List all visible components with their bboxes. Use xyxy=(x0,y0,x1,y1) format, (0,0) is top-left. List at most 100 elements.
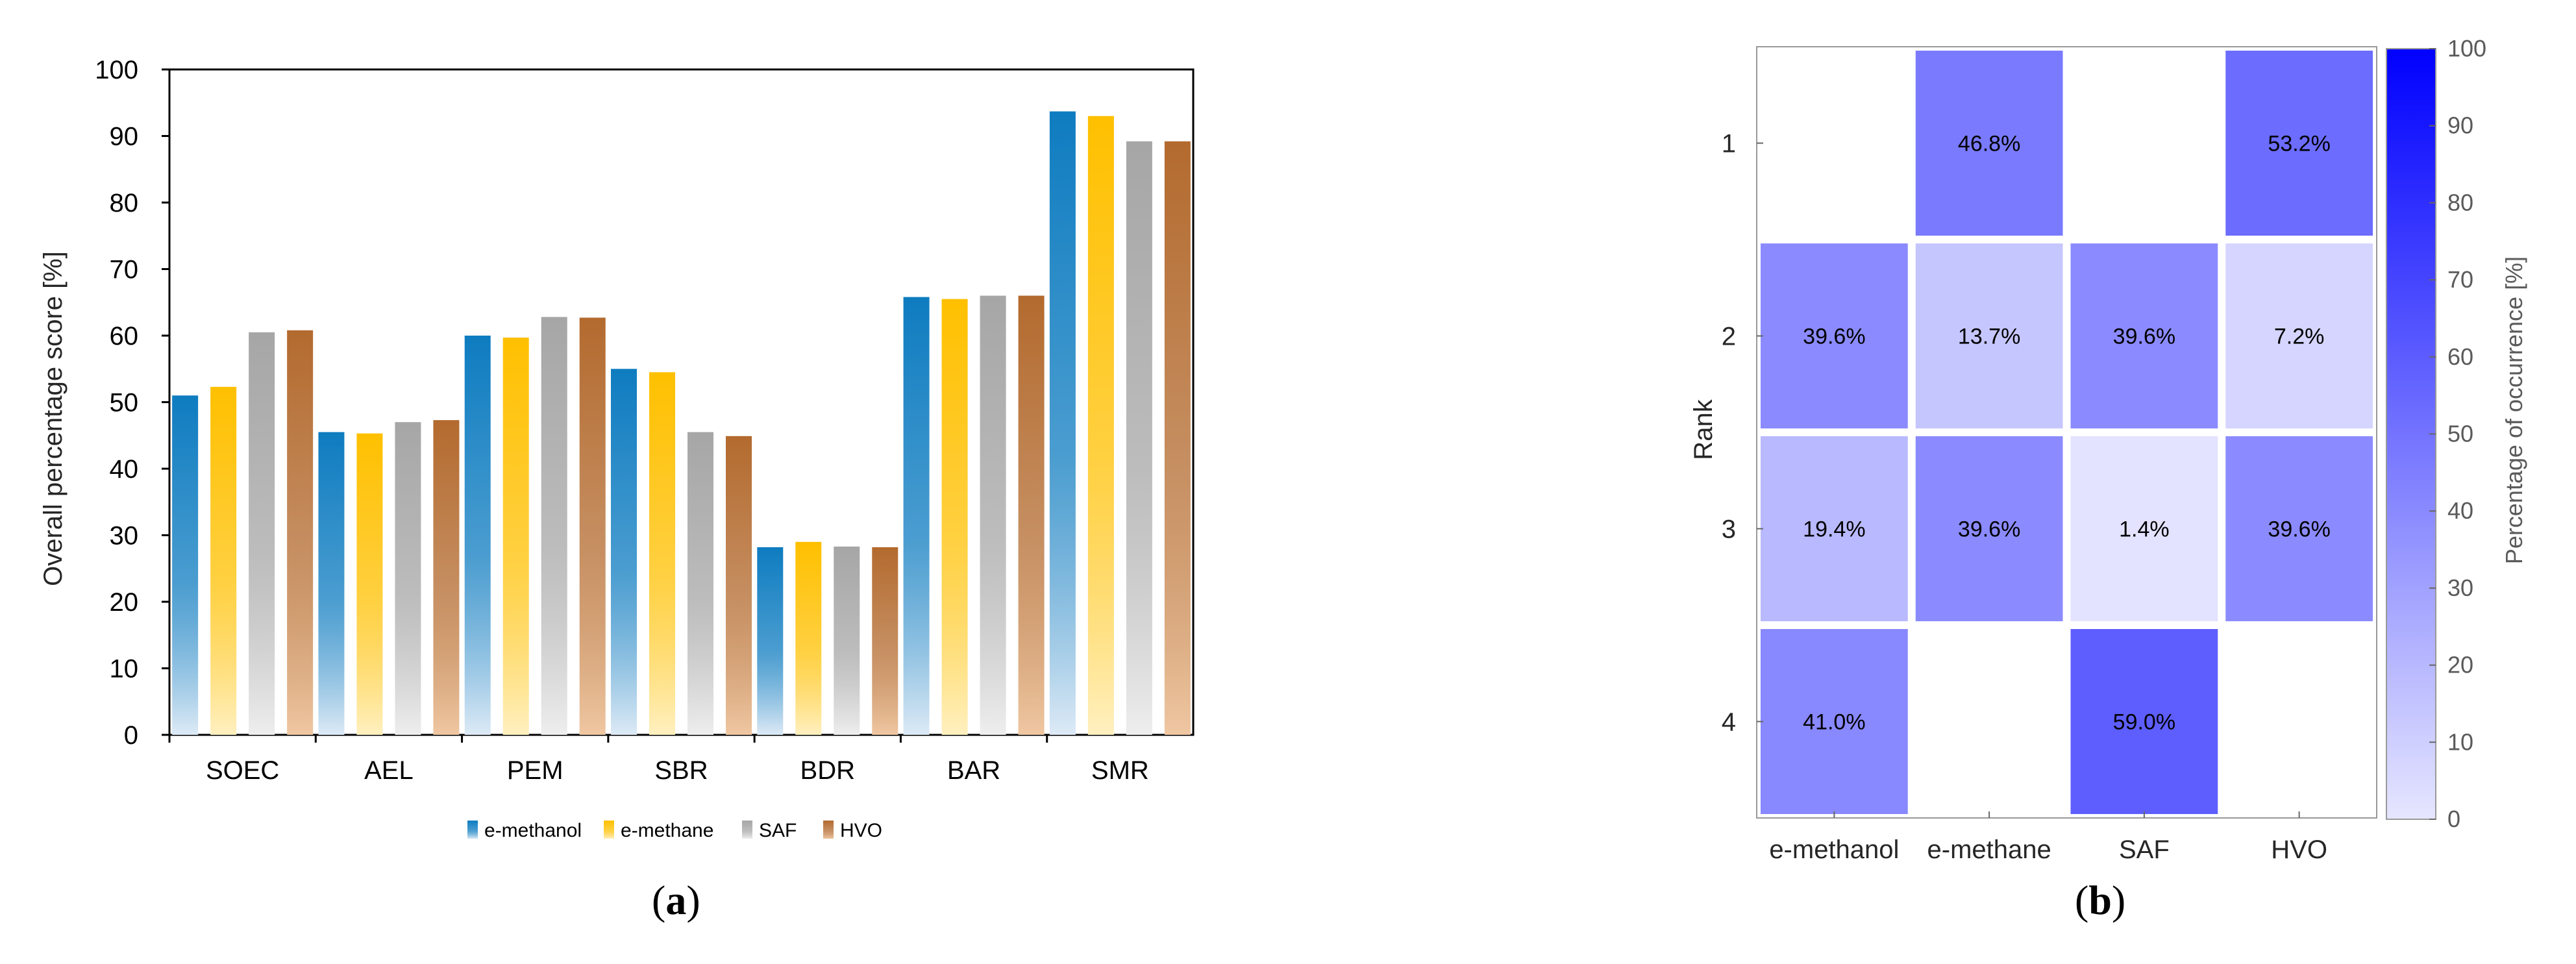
colorbar-tick-label: 20 xyxy=(2447,652,2473,678)
heatmap-x-tick-label: e-methanol xyxy=(1769,835,1899,864)
heatmap-cell-label: 46.8% xyxy=(1958,132,2020,156)
legend-swatch-HVO xyxy=(823,821,834,839)
bar-e-methanol-AEL xyxy=(318,432,345,735)
bar-e-methanol-SOEC xyxy=(172,395,199,735)
heatmap-x-tick-label: HVO xyxy=(2271,835,2327,864)
heatmap-cell-SAF-rank-3 xyxy=(2070,436,2218,621)
legend-swatch-SAF xyxy=(742,821,752,839)
bar-SAF-SBR xyxy=(687,432,713,735)
bar-chart: 0 10 20 30 40 50 60 70 80 90 100 SOEC AEL PEM SBR BDR BA… xyxy=(39,56,1195,841)
y-tick-label: 20 xyxy=(110,588,139,617)
heatmap-cell-HVO-rank-3 xyxy=(2225,436,2373,621)
heatmap-x-tick-label: e-methane xyxy=(1927,835,2051,864)
legend-label-e-methane: e-methane xyxy=(621,820,713,841)
y-tick-label: 0 xyxy=(124,721,138,750)
heatmap-cell-label: 53.2% xyxy=(2268,132,2330,156)
heatmap-chart: 46.8% 53.2% 39.6% 13.7% 39.6% 7.2% 19.4% 39.6% 1… xyxy=(1689,35,2527,864)
x-tick-label: SBR xyxy=(654,756,708,785)
bar-e-methanol-SBR xyxy=(611,369,637,735)
colorbar-scale xyxy=(2386,48,2436,820)
colorbar-tick-label: 0 xyxy=(2447,806,2460,832)
heatmap-cell-SAF-rank-4 xyxy=(2070,629,2218,814)
colorbar-tick-label: 40 xyxy=(2447,497,2473,524)
bar-HVO-SOEC xyxy=(287,330,314,735)
colorbar-tick-label: 100 xyxy=(2447,35,2486,62)
legend-label-e-methanol: e-methanol xyxy=(484,820,582,841)
bar-e-methanol-PEM xyxy=(464,336,491,735)
bar-HVO-BAR xyxy=(1018,295,1045,735)
heatmap-cell-label: 39.6% xyxy=(1958,517,2020,542)
bar-e-methane-AEL xyxy=(356,433,383,735)
heatmap-cell-e-methanol-rank-4 xyxy=(1761,629,1908,814)
bar-HVO-SMR xyxy=(1164,141,1191,735)
y-tick-label: 60 xyxy=(110,322,139,351)
heatmap-y-tick-label: 1 xyxy=(1722,130,1736,158)
heatmap-cell-label: 19.4% xyxy=(1803,517,1865,542)
y-tick-label: 90 xyxy=(110,123,139,151)
heatmap-x-tick-label: SAF xyxy=(2119,835,2170,864)
x-tick-label: SMR xyxy=(1091,756,1149,785)
bar-e-methane-SBR xyxy=(649,372,675,735)
legend: e-methanol e-methane SAF HVO xyxy=(467,820,882,841)
heatmap-cell-e-methane-rank-1 xyxy=(1915,51,2063,236)
bar-HVO-SBR xyxy=(726,436,752,735)
heatmap-area: 46.8% 53.2% 39.6% 13.7% 39.6% 7.2% 19.4% 39.6% 1… xyxy=(1722,46,2377,864)
bar-HVO-AEL xyxy=(433,420,460,735)
y-tick-label: 80 xyxy=(110,189,139,217)
y-axis-label: Overall percentage score [%] xyxy=(39,251,68,586)
x-tick-label: AEL xyxy=(364,756,414,785)
x-tick-label: SOEC xyxy=(206,756,279,785)
bar-SAF-AEL xyxy=(395,422,421,735)
bar-SAF-SMR xyxy=(1126,141,1152,735)
y-tick-label: 10 xyxy=(110,655,139,684)
heatmap-y-tick-label: 3 xyxy=(1722,515,1736,544)
heatmap-cell-e-methane-rank-3 xyxy=(1915,436,2063,621)
legend-swatch-e-methanol xyxy=(467,821,478,839)
bar-SAF-BAR xyxy=(980,295,1006,735)
colorbar-tick-label: 90 xyxy=(2447,112,2473,139)
bar-e-methane-BAR xyxy=(941,299,968,735)
bar-e-methanol-BDR xyxy=(757,547,784,735)
bar-e-methanol-SMR xyxy=(1049,111,1076,735)
x-tick-label: BAR xyxy=(947,756,1000,785)
bar-e-methane-SOEC xyxy=(210,386,237,735)
colorbar: 0 10 20 30 40 50 60 70 80 90 100 xyxy=(2386,35,2486,832)
bar-SAF-BDR xyxy=(834,546,860,735)
heatmap-cell-e-methanol-rank-2 xyxy=(1761,243,1908,428)
colorbar-tick-label: 50 xyxy=(2447,421,2473,447)
colorbar-label: Percentage of occurrence [%] xyxy=(2501,256,2527,564)
caption-b: (b) xyxy=(2075,877,2126,923)
y-tick-label: 40 xyxy=(110,455,139,484)
heatmap-cell-SAF-rank-2 xyxy=(2070,243,2218,428)
colorbar-tick-label: 80 xyxy=(2447,189,2473,216)
heatmap-cell-label: 7.2% xyxy=(2274,325,2325,349)
heatmap-cell-label: 39.6% xyxy=(2268,517,2330,542)
heatmap-y-axis-label: Rank xyxy=(1689,399,1718,460)
panel-b: 46.8% 53.2% 39.6% 13.7% 39.6% 7.2% 19.4% 39.6% 1… xyxy=(1288,0,2576,961)
x-tick-label: PEM xyxy=(507,756,564,785)
bar-SAF-PEM xyxy=(541,317,567,735)
y-tick-label: 50 xyxy=(110,389,139,417)
bar-e-methane-SMR xyxy=(1087,116,1114,735)
legend-swatch-e-methane xyxy=(604,821,614,839)
heatmap-y-tick-label: 2 xyxy=(1722,323,1736,351)
bar-e-methane-PEM xyxy=(502,338,529,735)
y-tick-label: 30 xyxy=(110,522,139,550)
heatmap-cell-label: 39.6% xyxy=(2113,325,2175,349)
heatmap-cell-HVO-rank-1 xyxy=(2225,51,2373,236)
legend-label-HVO: HVO xyxy=(840,820,882,841)
bar-e-methane-BDR xyxy=(795,541,822,735)
colorbar-tick-label: 60 xyxy=(2447,343,2473,370)
colorbar-tick-label: 10 xyxy=(2447,728,2473,755)
heatmap-cell-HVO-rank-2 xyxy=(2225,243,2373,428)
bar-HVO-PEM xyxy=(579,317,606,735)
colorbar-tick-label: 70 xyxy=(2447,266,2473,293)
bar-HVO-BDR xyxy=(872,547,898,735)
heatmap-y-tick-label: 4 xyxy=(1722,708,1736,737)
heatmap-cell-label: 39.6% xyxy=(1803,325,1865,349)
colorbar-tick-label: 30 xyxy=(2447,575,2473,601)
heatmap-cell-label: 59.0% xyxy=(2113,710,2175,735)
heatmap-cell-e-methanol-rank-3 xyxy=(1761,436,1908,621)
y-tick-label: 70 xyxy=(110,256,139,284)
bar-SAF-SOEC xyxy=(249,332,275,735)
